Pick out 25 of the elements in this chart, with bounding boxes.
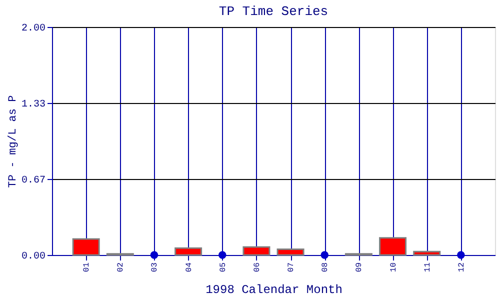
y-tick-label: 0.00 xyxy=(21,252,46,262)
bar xyxy=(242,246,270,256)
chart-title: TP Time Series xyxy=(218,4,328,19)
x-tick-label: 03 xyxy=(150,262,160,272)
bar xyxy=(379,237,407,256)
x-axis-title: 1998 Calendar Month xyxy=(206,283,342,298)
x-tick-label: 10 xyxy=(389,262,398,272)
y-tick-label: 0.67 xyxy=(21,175,46,186)
y-tick-label: 1.33 xyxy=(21,100,46,111)
y-tick-label: 2.00 xyxy=(21,24,46,34)
x-tick-label: 12 xyxy=(457,262,466,272)
bar xyxy=(174,247,202,256)
bar xyxy=(276,248,304,256)
x-tick-label: 06 xyxy=(252,262,262,272)
x-tick-label: 07 xyxy=(287,262,296,272)
x-tick-label: 04 xyxy=(184,262,194,272)
bar xyxy=(413,250,441,256)
bar xyxy=(72,238,100,256)
x-tick-label: 05 xyxy=(218,262,228,272)
y-axis-title: TP - mg/L as P xyxy=(7,94,20,188)
x-tick-label: 01 xyxy=(82,262,92,272)
x-tick-label: 09 xyxy=(355,262,364,272)
x-tick-label: 11 xyxy=(423,262,432,272)
x-tick-label: 02 xyxy=(116,262,126,272)
x-tick-label: 08 xyxy=(321,262,330,272)
